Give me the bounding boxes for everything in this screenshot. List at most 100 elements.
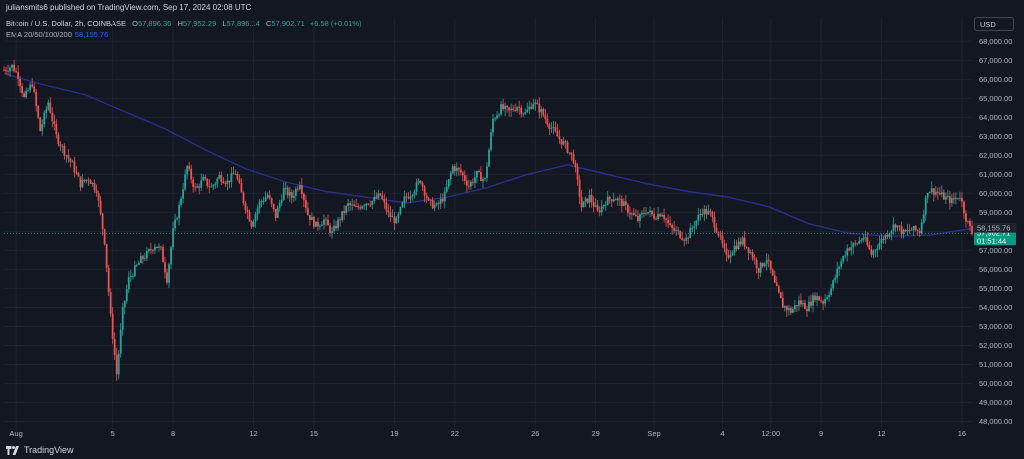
candle-body — [172, 228, 174, 248]
candle-body — [641, 213, 643, 215]
candle-body — [383, 198, 386, 203]
candle-body — [761, 262, 764, 267]
candle-body — [659, 214, 661, 217]
candle-body — [381, 195, 384, 199]
candle-body — [924, 197, 927, 215]
candle-body — [826, 297, 829, 300]
candle-body — [902, 229, 905, 234]
ema-label[interactable]: EMA 20/50/100/200 — [6, 30, 72, 39]
candle-body — [419, 180, 422, 184]
candle-body — [152, 250, 154, 251]
candle-body — [743, 237, 746, 247]
candle-body — [284, 187, 287, 189]
candle-body — [399, 207, 402, 214]
candle-body — [482, 178, 484, 182]
candle-body — [701, 213, 704, 215]
candle-body — [162, 247, 164, 263]
candle-body — [417, 180, 420, 183]
candle-body — [610, 199, 613, 202]
candle-body — [79, 176, 82, 188]
candle-body — [367, 203, 370, 205]
candle-body — [435, 203, 438, 206]
candle-body — [842, 256, 845, 262]
candle-body — [266, 195, 269, 198]
top-bar — [0, 0, 1024, 14]
candle-body — [319, 225, 321, 227]
candle-body — [783, 306, 786, 308]
candle-body — [600, 206, 603, 213]
candle-body — [65, 155, 68, 157]
symbol-title[interactable]: Bitcoin / U.S. Dollar, 2h, COINBASE — [6, 19, 127, 28]
candle-body — [800, 300, 802, 305]
candle-body — [673, 227, 676, 231]
candle-body — [920, 222, 923, 234]
candle-body — [139, 256, 142, 263]
candle-body — [538, 103, 541, 113]
open-label: O — [132, 19, 138, 28]
candle-body — [713, 217, 716, 228]
candle-body — [3, 69, 5, 71]
candle-body — [280, 200, 283, 203]
candle-body — [95, 189, 98, 194]
candle-body — [288, 192, 291, 196]
candle-body — [791, 308, 794, 313]
candle-body — [508, 107, 511, 111]
candle-body — [137, 262, 140, 265]
candle-body — [568, 152, 571, 154]
candle-body — [651, 210, 653, 215]
candle-body — [174, 219, 176, 229]
candle-body — [202, 177, 205, 181]
candle-body — [876, 248, 879, 251]
candle-body — [317, 221, 319, 227]
candle-body — [111, 313, 114, 339]
candle-body — [439, 198, 442, 204]
candle-body — [614, 199, 617, 201]
candle-body — [643, 213, 645, 214]
currency-button[interactable]: USD — [974, 17, 1014, 31]
candle-body — [357, 206, 360, 208]
candle-body — [184, 174, 187, 190]
candle-body — [123, 300, 126, 308]
candle-body — [622, 201, 625, 207]
candle-body — [160, 246, 162, 248]
ema-layer — [3, 72, 973, 237]
candle-body — [725, 248, 728, 255]
candle-body — [133, 265, 136, 277]
candle-body — [914, 226, 917, 231]
candle-body — [916, 230, 919, 232]
candle-body — [35, 91, 38, 107]
ema-legend[interactable]: EMA 20/50/100/200 58,155.76 — [6, 30, 108, 39]
time-tick-label: 12 — [249, 429, 257, 438]
candle-body — [928, 192, 931, 194]
candle-body — [496, 115, 498, 119]
high-label: H — [177, 19, 183, 28]
candle-body — [180, 198, 182, 205]
candle-body — [158, 246, 160, 248]
candle-body — [763, 263, 766, 267]
candle-body — [637, 215, 639, 221]
price-tick-label: 68,000.00 — [979, 37, 1012, 46]
candle-body — [463, 175, 466, 181]
candle-body — [377, 193, 380, 199]
candle-body — [626, 204, 629, 213]
candle-body — [168, 264, 170, 283]
candle-body — [337, 219, 339, 229]
candle-body — [226, 180, 229, 184]
candle-body — [238, 178, 241, 184]
candle-body — [530, 106, 533, 109]
candle-body — [645, 213, 647, 215]
candle-body — [365, 203, 368, 206]
candle-body — [341, 211, 343, 221]
candle-body — [69, 158, 72, 162]
candle-body — [965, 213, 967, 222]
candle-body — [290, 192, 293, 198]
tradingview-brand[interactable]: TradingView — [6, 445, 74, 455]
candle-body — [222, 181, 225, 184]
candle-body — [145, 250, 148, 259]
candle-body — [504, 105, 507, 109]
candle-body — [327, 219, 329, 226]
candle-body — [427, 198, 430, 200]
candle-body — [11, 64, 13, 68]
symbol-legend[interactable]: Bitcoin / U.S. Dollar, 2h, COINBASE O57,… — [6, 19, 362, 28]
